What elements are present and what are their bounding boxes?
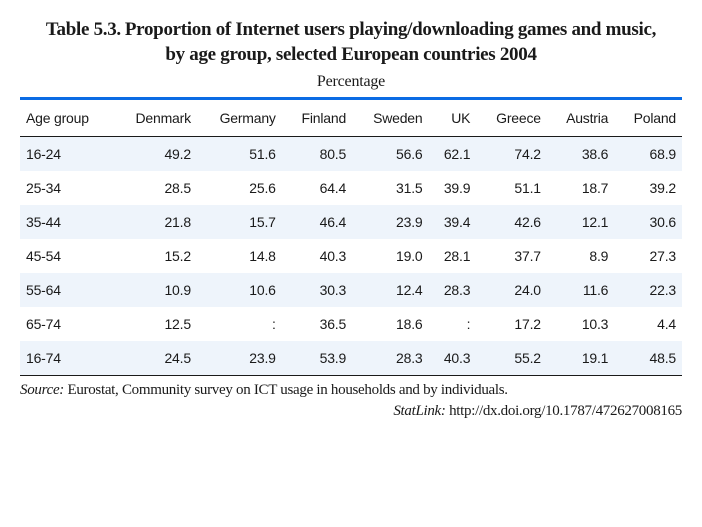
- cell: 46.4: [282, 205, 352, 239]
- cell: 53.9: [282, 341, 352, 376]
- cell: 30.3: [282, 273, 352, 307]
- cell: 28.3: [352, 341, 428, 376]
- cell: 23.9: [352, 205, 428, 239]
- cell: 28.5: [113, 171, 197, 205]
- cell: 12.4: [352, 273, 428, 307]
- table-row: 65-7412.5:36.518.6:17.210.34.4: [20, 307, 682, 341]
- cell: 25.6: [197, 171, 282, 205]
- col-header-agegroup: Age group: [20, 100, 113, 137]
- row-label: 25-34: [20, 171, 113, 205]
- row-label: 55-64: [20, 273, 113, 307]
- statlink-line: StatLink: http://dx.doi.org/10.1787/4726…: [20, 403, 682, 420]
- title-line1: Table 5.3. Proportion of Internet users …: [20, 18, 682, 43]
- cell: 49.2: [113, 137, 197, 171]
- cell: 40.3: [282, 239, 352, 273]
- cell: 37.7: [476, 239, 547, 273]
- cell: 38.6: [547, 137, 614, 171]
- source-label: Source:: [20, 382, 64, 398]
- table-ref: Table 5.3.: [46, 19, 121, 40]
- cell: 31.5: [352, 171, 428, 205]
- col-header: Poland: [614, 100, 682, 137]
- table-row: 35-4421.815.746.423.939.442.612.130.6: [20, 205, 682, 239]
- source-text: Eurostat, Community survey on ICT usage …: [67, 382, 507, 398]
- cell: 12.1: [547, 205, 614, 239]
- cell: 39.2: [614, 171, 682, 205]
- cell: 11.6: [547, 273, 614, 307]
- table-row: 16-2449.251.680.556.662.174.238.668.9: [20, 137, 682, 171]
- col-header: Finland: [282, 100, 352, 137]
- col-header: UK: [428, 100, 476, 137]
- row-label: 65-74: [20, 307, 113, 341]
- title-line2: by age group, selected European countrie…: [20, 43, 682, 68]
- table-row: 55-6410.910.630.312.428.324.011.622.3: [20, 273, 682, 307]
- row-label: 35-44: [20, 205, 113, 239]
- statlink-label: StatLink:: [393, 403, 445, 419]
- title-text-1: Proportion of Internet users playing/dow…: [125, 19, 656, 40]
- cell: 4.4: [614, 307, 682, 341]
- col-header: Greece: [476, 100, 547, 137]
- statlink-url: http://dx.doi.org/10.1787/472627008165: [449, 403, 682, 419]
- cell: :: [197, 307, 282, 341]
- cell: 27.3: [614, 239, 682, 273]
- cell: :: [428, 307, 476, 341]
- cell: 64.4: [282, 171, 352, 205]
- cell: 55.2: [476, 341, 547, 376]
- cell: 24.5: [113, 341, 197, 376]
- cell: 36.5: [282, 307, 352, 341]
- cell: 48.5: [614, 341, 682, 376]
- cell: 15.7: [197, 205, 282, 239]
- cell: 23.9: [197, 341, 282, 376]
- data-table: Age groupDenmarkGermanyFinlandSwedenUKGr…: [20, 97, 682, 376]
- cell: 30.6: [614, 205, 682, 239]
- cell: 39.9: [428, 171, 476, 205]
- cell: 17.2: [476, 307, 547, 341]
- col-header: Austria: [547, 100, 614, 137]
- cell: 14.8: [197, 239, 282, 273]
- row-label: 45-54: [20, 239, 113, 273]
- cell: 21.8: [113, 205, 197, 239]
- cell: 42.6: [476, 205, 547, 239]
- table-body: 16-2449.251.680.556.662.174.238.668.925-…: [20, 137, 682, 376]
- table-row: 25-3428.525.664.431.539.951.118.739.2: [20, 171, 682, 205]
- cell: 28.1: [428, 239, 476, 273]
- col-header: Denmark: [113, 100, 197, 137]
- cell: 18.7: [547, 171, 614, 205]
- cell: 62.1: [428, 137, 476, 171]
- cell: 18.6: [352, 307, 428, 341]
- cell: 28.3: [428, 273, 476, 307]
- col-header: Sweden: [352, 100, 428, 137]
- cell: 24.0: [476, 273, 547, 307]
- cell: 12.5: [113, 307, 197, 341]
- cell: 19.1: [547, 341, 614, 376]
- cell: 8.9: [547, 239, 614, 273]
- cell: 56.6: [352, 137, 428, 171]
- cell: 39.4: [428, 205, 476, 239]
- cell: 51.1: [476, 171, 547, 205]
- source-line: Source: Eurostat, Community survey on IC…: [20, 382, 682, 399]
- cell: 68.9: [614, 137, 682, 171]
- cell: 10.3: [547, 307, 614, 341]
- cell: 74.2: [476, 137, 547, 171]
- row-label: 16-24: [20, 137, 113, 171]
- col-header: Germany: [197, 100, 282, 137]
- cell: 80.5: [282, 137, 352, 171]
- cell: 10.6: [197, 273, 282, 307]
- table-row: 45-5415.214.840.319.028.137.78.927.3: [20, 239, 682, 273]
- cell: 40.3: [428, 341, 476, 376]
- cell: 22.3: [614, 273, 682, 307]
- title-block: Table 5.3. Proportion of Internet users …: [20, 18, 682, 91]
- cell: 19.0: [352, 239, 428, 273]
- cell: 15.2: [113, 239, 197, 273]
- cell: 10.9: [113, 273, 197, 307]
- header-row: Age groupDenmarkGermanyFinlandSwedenUKGr…: [20, 100, 682, 137]
- subtitle: Percentage: [20, 73, 682, 91]
- row-label: 16-74: [20, 341, 113, 376]
- cell: 51.6: [197, 137, 282, 171]
- table-row: 16-7424.523.953.928.340.355.219.148.5: [20, 341, 682, 376]
